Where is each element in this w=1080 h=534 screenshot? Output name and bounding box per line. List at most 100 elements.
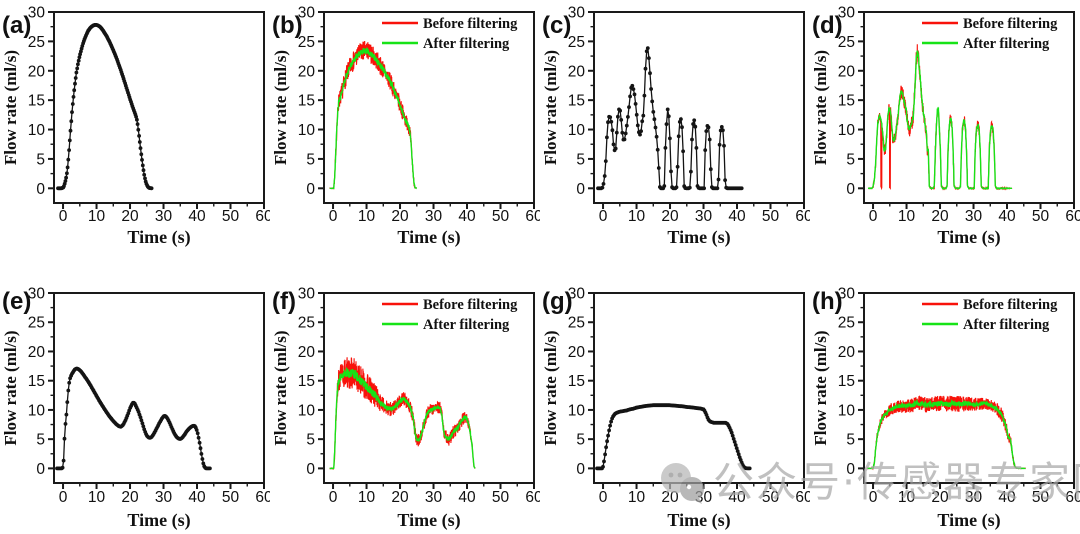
data-point [64,175,68,180]
data-point [679,117,683,121]
chart-c: 0 10 20 30 40 50 60 0 5 10 15 20 25 30 Time (s) Flow ra… [541,5,810,249]
series-group [55,366,212,471]
panel-label: (h) [812,288,843,315]
data-point [606,433,610,438]
x-tick-label: 40 [188,208,206,225]
data-point [63,422,68,426]
data-point [135,122,140,126]
data-point [694,146,699,150]
x-tick-label: 50 [762,489,780,506]
y-tick-label: 20 [838,63,856,80]
chart-a: 0 10 20 30 40 50 60 0 5 10 15 20 25 30 Time (s) Flow ra… [1,5,270,249]
data-point [614,130,619,135]
data-point [680,125,684,130]
y-tick-label: 15 [28,373,45,390]
data-point [604,445,608,450]
y-tick-label: 0 [306,181,315,198]
data-point [689,169,693,174]
data-point [66,388,71,393]
plot-box [53,292,265,484]
data-point [208,466,212,471]
before-filtering-line [866,395,1026,471]
plot-box [863,292,1075,484]
data-point [707,137,712,142]
panel-label: (e) [2,288,31,315]
data-point [69,119,74,124]
x-tick-label: 30 [965,489,983,506]
data-point [61,458,66,463]
plot-box [53,11,265,204]
data-point [64,412,69,417]
x-tick-label: 60 [525,489,540,506]
data-point [722,143,726,148]
x-tick-label: 30 [155,208,173,225]
x-tick-label: 0 [59,208,68,225]
series-group [329,40,418,190]
data-point [631,87,636,91]
x-axis-title: Time (s) [937,510,1000,531]
x-tick-label: 10 [628,489,646,506]
y-tick-label: 0 [576,181,585,198]
panel-e: 0 10 20 30 40 50 60 0 5 10 15 20 25 30 Time (s) Flow ra… [0,270,270,534]
data-point [138,146,143,151]
data-point [616,114,620,119]
data-point [651,110,656,114]
y-tick-label: 0 [576,461,585,478]
x-tick-label: 60 [255,489,270,506]
data-point [641,113,646,118]
data-point [717,142,722,147]
legend-after-label: After filtering [963,36,1050,52]
y-tick-label: 10 [28,122,46,139]
y-tick-label: 0 [846,181,855,198]
y-axis-title: Flow rate (ml/s) [1,330,20,445]
y-tick-label: 10 [838,402,856,419]
data-point [634,112,639,117]
y-tick-label: 5 [306,151,315,168]
y-tick-label: 20 [298,63,316,80]
data-point [140,158,144,162]
x-tick-label: 20 [931,489,949,506]
x-tick-label: 50 [492,489,510,506]
y-tick-label: 30 [298,5,316,22]
y-tick-label: 0 [36,461,45,478]
data-point [605,439,609,444]
data-point [681,149,685,154]
y-axis-title: Flow rate (ml/s) [1,50,20,165]
plot-box [593,11,805,204]
x-tick-label: 30 [425,489,443,506]
data-point [731,437,736,441]
plot-box [593,292,805,484]
data-point [730,433,735,438]
y-tick-label: 15 [838,93,855,110]
series-group [867,44,1013,191]
plot-box [323,11,535,204]
y-tick-label: 5 [36,151,45,168]
data-point [605,135,609,140]
data-point [199,452,204,456]
x-tick-label: 0 [869,208,878,225]
data-point [687,185,692,190]
x-tick-label: 40 [998,208,1016,225]
data-point [63,179,68,183]
after-filtering-line [866,398,1026,470]
data-point [736,452,741,457]
y-tick-label: 25 [568,315,585,332]
y-tick-label: 30 [838,5,856,22]
y-tick-label: 30 [838,286,856,303]
data-point [135,117,139,122]
data-point [65,171,69,176]
legend-after-label: After filtering [423,36,510,52]
data-point [666,114,671,119]
plot-box [863,11,1075,204]
data-point [665,107,670,112]
x-axis-title: Time (s) [937,227,1000,248]
y-tick-label: 20 [28,344,46,361]
x-tick-label: 20 [661,489,679,506]
data-point [630,83,635,88]
chart-e: 0 10 20 30 40 50 60 0 5 10 15 20 25 30 Time (s) Flow ra… [1,286,270,532]
data-point [729,430,734,435]
data-point [618,108,622,113]
data-point [74,70,79,75]
chart-b: 0 10 20 30 40 50 60 0 5 10 15 20 25 30 Before filterin… [271,5,540,249]
y-tick-label: 5 [36,432,45,449]
